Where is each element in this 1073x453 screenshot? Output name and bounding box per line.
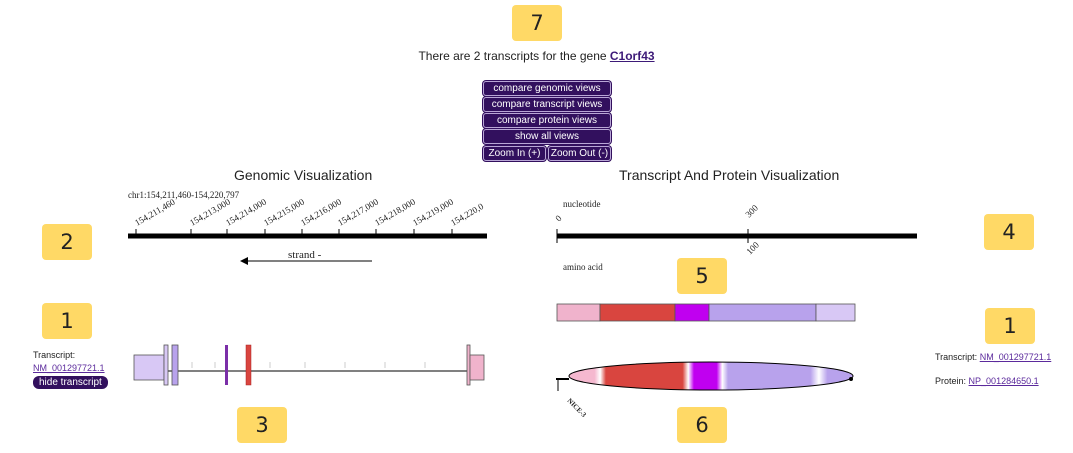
transcript-utr-3 xyxy=(815,303,856,322)
genomic-tick-label: 154,216,000 xyxy=(299,196,343,227)
step-badge-2: 2 xyxy=(42,224,92,260)
genomic-tick-label: 154,218,000 xyxy=(373,196,417,227)
exon-red xyxy=(245,344,252,386)
domain-label: NICE-3 xyxy=(566,397,589,420)
step-badge-1-left: 1 xyxy=(42,303,92,339)
transcript-exon-lavender xyxy=(708,303,817,322)
transcript-exon-red xyxy=(599,303,676,322)
protein-row-right: Protein: NP_001284650.1 xyxy=(935,376,1039,386)
nt-tick-300: 300 xyxy=(743,202,760,219)
compare-genomic-views-button[interactable]: compare genomic views xyxy=(483,81,611,96)
strand-arrow-icon xyxy=(240,257,248,265)
transcript-label-right: Transcript: xyxy=(935,352,978,362)
exon-lavender xyxy=(171,344,179,386)
nucleotide-label: nucleotide xyxy=(563,199,601,209)
exon-purple xyxy=(225,345,228,385)
transcript-count-text: There are 2 transcripts for the gene C1o… xyxy=(0,49,1073,63)
genomic-tick-label: 154,211,460 xyxy=(133,196,177,227)
genomic-coordinates: chr1:154,211,460-154,220,797 xyxy=(128,190,240,200)
nt-tick-0: 0 xyxy=(553,213,564,224)
step-badge-5: 5 xyxy=(677,258,727,294)
protein-ellipse xyxy=(568,361,854,391)
transcript-link-left[interactable]: NM_001297721.1 xyxy=(33,363,105,373)
intro-text: There are 2 transcripts for the gene xyxy=(418,49,610,63)
aa-tick-100: 100 xyxy=(744,239,761,256)
step-badge-6: 6 xyxy=(677,407,727,443)
transcript-protein-visualization-title: Transcript And Protein Visualization xyxy=(619,167,840,183)
protein-link-right[interactable]: NP_001284650.1 xyxy=(968,376,1039,386)
step-badge-3: 3 xyxy=(237,407,287,443)
genomic-tick-label: 154,214,000 xyxy=(224,196,268,227)
transcript-link-right[interactable]: NM_001297721.1 xyxy=(979,352,1052,362)
genomic-tick-label: 154,215,000 xyxy=(262,196,306,227)
transcript-row-right: Transcript: NM_001297721.1 xyxy=(935,352,1051,362)
transcript-protein-ruler: nucleotide 0 300 100 amino acid xyxy=(553,199,917,272)
intron-minor-ticks xyxy=(191,362,426,368)
show-all-views-button[interactable]: show all views xyxy=(483,129,611,144)
exon-left-tall xyxy=(163,344,169,386)
zoom-in-button[interactable]: Zoom In (+) xyxy=(483,146,546,161)
strand-label: strand - xyxy=(288,249,322,261)
genomic-visualization-title: Genomic Visualization xyxy=(234,167,373,183)
amino-acid-label: amino acid xyxy=(563,262,603,272)
transcript-label-left: Transcript: xyxy=(33,350,76,360)
protein-end-dot xyxy=(849,377,853,381)
genomic-ruler: chr1:154,211,460-154,220,797 154,211,460… xyxy=(128,190,487,265)
gene-link[interactable]: C1orf43 xyxy=(609,49,655,63)
genomic-gene-model xyxy=(133,344,485,386)
step-badge-4: 4 xyxy=(984,214,1034,250)
exon-right-tall xyxy=(466,344,471,386)
transcript-exon-magenta xyxy=(674,303,710,322)
protein-label-right: Protein: xyxy=(935,376,967,386)
genomic-tick-label: 154,217,000 xyxy=(336,196,380,227)
protein-domain-view: NICE-3 xyxy=(556,361,854,420)
compare-protein-views-button[interactable]: compare protein views xyxy=(483,113,611,128)
compare-transcript-views-button[interactable]: compare transcript views xyxy=(483,97,611,112)
utr-right xyxy=(469,354,485,381)
hide-transcript-button[interactable]: hide transcript xyxy=(33,376,108,389)
utr-left xyxy=(133,354,165,381)
step-badge-1-right: 1 xyxy=(985,308,1035,344)
zoom-out-button[interactable]: Zoom Out (-) xyxy=(548,146,611,161)
transcript-bar xyxy=(556,303,856,322)
step-badge-7: 7 xyxy=(512,5,562,41)
transcript-utr-5 xyxy=(556,303,601,322)
genomic-tick-label: 154,219,000 xyxy=(411,196,455,227)
